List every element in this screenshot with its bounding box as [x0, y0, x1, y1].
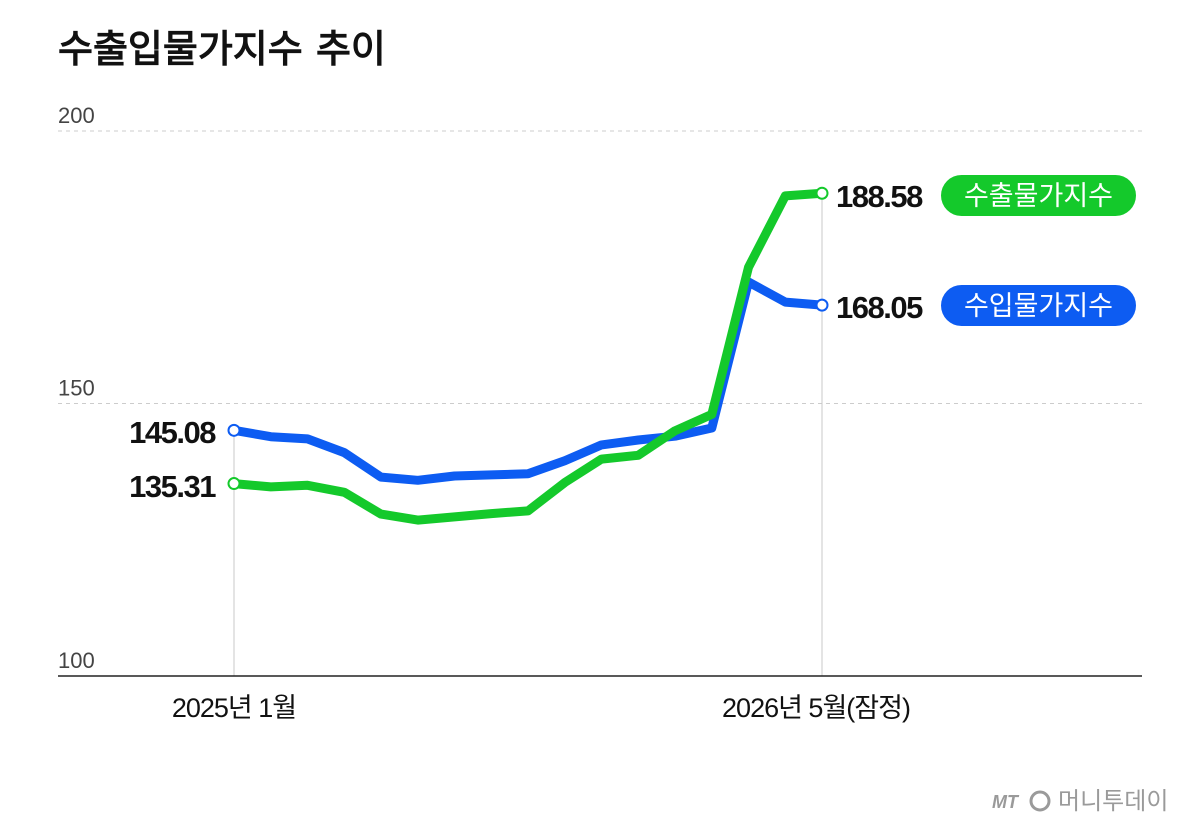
x-tick-start: 2025년 1월	[172, 693, 296, 723]
series-point-marker	[227, 477, 241, 491]
y-tick-label: 150	[58, 376, 95, 401]
legend-export-pill	[941, 175, 1136, 216]
end-label-export: 188.58	[836, 179, 923, 214]
series-lines	[229, 188, 827, 525]
y-axis-ticks: 200 150 100	[58, 103, 95, 673]
series-line-export	[229, 188, 827, 525]
x-tick-end: 2026년 5월(잠정)	[722, 693, 910, 723]
y-tick-label: 100	[58, 648, 95, 673]
start-label-import: 145.08	[129, 415, 216, 450]
start-label-export: 135.31	[129, 469, 216, 504]
grid-lines	[58, 130, 1142, 404]
x-reference-lines	[233, 193, 823, 676]
series-point-marker	[815, 186, 829, 200]
legend-import-pill	[941, 285, 1136, 326]
legend-import-label: 수입물가지수	[964, 291, 1113, 322]
chart-title: 수출입물가지수 추이	[58, 27, 386, 71]
logo-name: 머니투데이	[1058, 787, 1168, 815]
legend-export: 수출물가지수	[941, 175, 1136, 216]
publisher-logo: MT 머니투데이	[992, 787, 1168, 815]
legend-export-label: 수출물가지수	[964, 181, 1113, 212]
series-point-marker	[815, 298, 829, 312]
logo-mark: MT	[992, 792, 1020, 812]
end-markers	[227, 186, 829, 491]
y-tick-label: 200	[58, 103, 95, 128]
logo-circle-icon	[1029, 790, 1051, 812]
end-label-import: 168.05	[836, 290, 923, 325]
legend-import: 수입물가지수	[941, 285, 1136, 326]
series-point-marker	[227, 423, 241, 437]
